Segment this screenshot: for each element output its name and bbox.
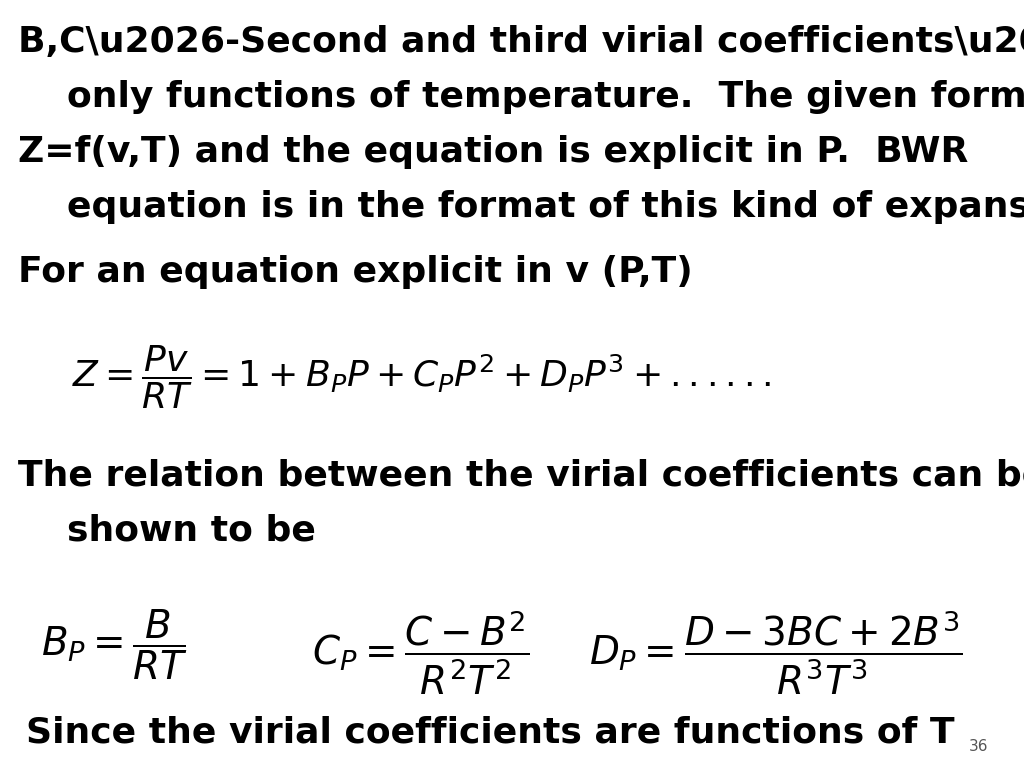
Text: $B_P = \dfrac{B}{RT}$: $B_P = \dfrac{B}{RT}$ <box>41 608 188 683</box>
Text: only functions of temperature.  The given format is: only functions of temperature. The given… <box>67 80 1024 114</box>
Text: Since the virial coefficients are functions of T: Since the virial coefficients are functi… <box>26 716 954 750</box>
Text: $Z = \dfrac{Pv}{RT} = 1 + B_P P + C_P P^2 + D_P P^3 + ......$: $Z = \dfrac{Pv}{RT} = 1 + B_P P + C_P P^… <box>72 343 771 411</box>
Text: For an equation explicit in v (P,T): For an equation explicit in v (P,T) <box>18 255 693 289</box>
Text: shown to be: shown to be <box>67 514 315 548</box>
Text: $D_P = \dfrac{D - 3BC + 2B^3}{R^3T^3}$: $D_P = \dfrac{D - 3BC + 2B^3}{R^3T^3}$ <box>589 608 963 697</box>
Text: $C_P = \dfrac{C - B^2}{R^2T^2}$: $C_P = \dfrac{C - B^2}{R^2T^2}$ <box>312 608 529 697</box>
Text: equation is in the format of this kind of expansion.: equation is in the format of this kind o… <box>67 190 1024 224</box>
Text: Z=f(v,T) and the equation is explicit in P.  BWR: Z=f(v,T) and the equation is explicit in… <box>18 135 969 169</box>
Text: 36: 36 <box>969 739 988 754</box>
Text: B,C\u2026-Second and third virial coefficients\u2026 and are: B,C\u2026-Second and third virial coeffi… <box>18 25 1024 58</box>
Text: The relation between the virial coefficients can be: The relation between the virial coeffici… <box>18 458 1024 492</box>
